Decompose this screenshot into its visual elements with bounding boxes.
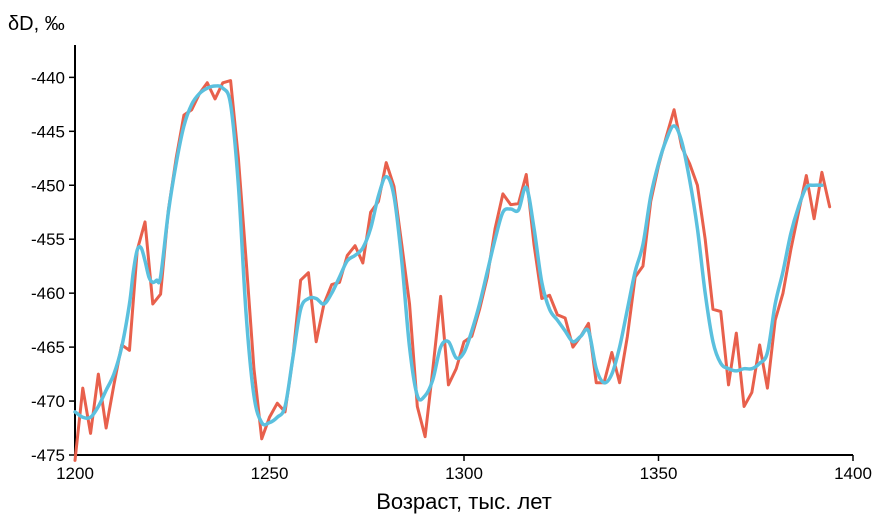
- series-line-smoothed: [73, 84, 824, 427]
- x-tick-label: 1250: [251, 464, 289, 483]
- series-line-raw: [73, 79, 832, 462]
- y-axis-title: δD, ‰: [8, 13, 65, 35]
- x-tick-label: 1350: [640, 464, 678, 483]
- y-tick-label: -460: [31, 284, 65, 303]
- y-tick-label: -470: [31, 392, 65, 411]
- y-tick-label: -455: [31, 230, 65, 249]
- y-tick-label: -450: [31, 176, 65, 195]
- y-tick-label: -440: [31, 68, 65, 87]
- x-tick-label: 1400: [834, 464, 872, 483]
- y-tick-label: -475: [31, 446, 65, 465]
- y-tick-label: -445: [31, 122, 65, 141]
- x-tick-label: 1200: [56, 464, 94, 483]
- y-tick-label: -465: [31, 338, 65, 357]
- y-ticks: -475 -470 -465 -460 -455 -450 -445 -440: [31, 68, 75, 465]
- series-layer: [73, 79, 832, 462]
- x-ticks: 1200 1250 1300 1350 1400: [56, 455, 872, 483]
- x-axis-title: Возраст, тыс. лет: [376, 489, 552, 514]
- x-tick-label: 1300: [445, 464, 483, 483]
